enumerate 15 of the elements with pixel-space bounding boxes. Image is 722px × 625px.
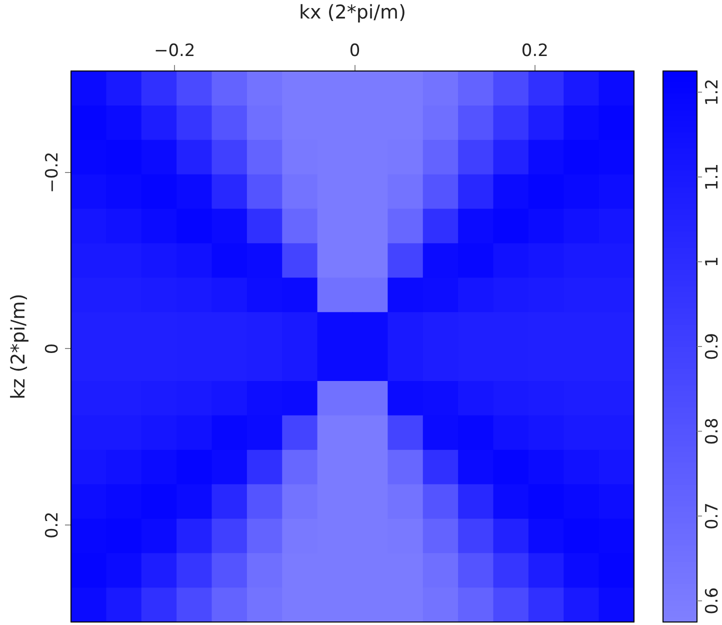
x-tick-label: 0 bbox=[349, 41, 360, 62]
color-bar-label: 0.8 bbox=[702, 418, 722, 445]
y-tick-label: 0 bbox=[42, 343, 62, 354]
color-bar-label: 0.7 bbox=[702, 502, 722, 530]
y-tick-label: 0.2 bbox=[42, 512, 62, 539]
color-bar-label: 1.2 bbox=[702, 78, 722, 106]
y-axis-title: kz (2*pi/m) bbox=[7, 294, 30, 400]
x-tick-label: 0.2 bbox=[521, 41, 548, 62]
x-axis-title: kx (2*pi/m) bbox=[299, 1, 406, 24]
color-bar-label: 0.9 bbox=[702, 332, 722, 360]
color-bar-label: 0.6 bbox=[702, 587, 722, 614]
color-bar-label: 1.1 bbox=[702, 163, 722, 190]
y-tick-label: −0.2 bbox=[42, 152, 62, 194]
color-bar-label: 1 bbox=[702, 256, 722, 268]
x-tick-label: −0.2 bbox=[154, 41, 196, 62]
